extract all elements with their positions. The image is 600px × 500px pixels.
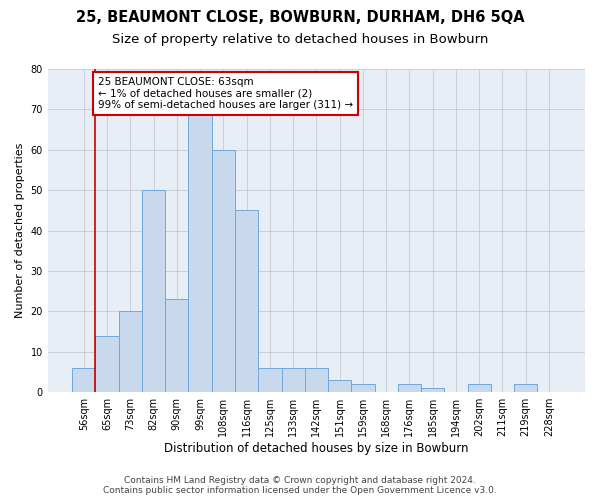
Text: Size of property relative to detached houses in Bowburn: Size of property relative to detached ho… (112, 32, 488, 46)
Text: Contains HM Land Registry data © Crown copyright and database right 2024.
Contai: Contains HM Land Registry data © Crown c… (103, 476, 497, 495)
Bar (258, 368, 281, 392)
Bar (467, 384, 491, 392)
Bar (212, 150, 235, 392)
Bar (142, 190, 165, 392)
Bar (95, 336, 119, 392)
Bar (514, 384, 538, 392)
Y-axis label: Number of detached properties: Number of detached properties (15, 143, 25, 318)
Bar (165, 300, 188, 392)
Bar (281, 368, 305, 392)
Text: 25 BEAUMONT CLOSE: 63sqm
← 1% of detached houses are smaller (2)
99% of semi-det: 25 BEAUMONT CLOSE: 63sqm ← 1% of detache… (98, 77, 353, 110)
Bar (119, 312, 142, 392)
X-axis label: Distribution of detached houses by size in Bowburn: Distribution of detached houses by size … (164, 442, 469, 455)
Bar (235, 210, 258, 392)
Text: 25, BEAUMONT CLOSE, BOWBURN, DURHAM, DH6 5QA: 25, BEAUMONT CLOSE, BOWBURN, DURHAM, DH6… (76, 10, 524, 25)
Bar (188, 102, 212, 392)
Bar (328, 380, 351, 392)
Bar (351, 384, 374, 392)
Bar (72, 368, 95, 392)
Bar (305, 368, 328, 392)
Bar (421, 388, 445, 392)
Bar (398, 384, 421, 392)
